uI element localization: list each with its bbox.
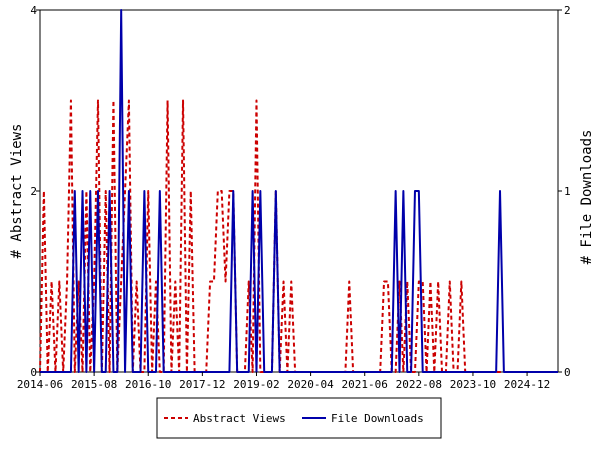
y-left-tick-label: 2 — [30, 185, 37, 198]
x-tick-label: 2019-02 — [233, 378, 279, 391]
legend-label-file-downloads: File Downloads — [331, 412, 424, 425]
y-right-tick-label: 0 — [564, 366, 571, 379]
x-tick-label: 2014-06 — [17, 378, 63, 391]
y-right-axis-label: # File Downloads — [579, 130, 595, 265]
y-right-tick-label: 2 — [564, 4, 571, 17]
x-tick-label: 2022-08 — [396, 378, 442, 391]
y-right-ticks: 0 1 2 — [558, 4, 571, 379]
x-tick-label: 2016-10 — [125, 378, 171, 391]
y-left-tick-label: 4 — [30, 4, 37, 17]
legend-box — [156, 397, 442, 439]
y-left-axis-label: # Abstract Views — [9, 124, 25, 259]
legend-label-abstract-views: Abstract Views — [193, 412, 286, 425]
series-line-file-downloads — [40, 9, 558, 373]
x-tick-label: 2024-12 — [504, 378, 550, 391]
series-layer — [39, 9, 558, 373]
y-left-ticks: 0 2 4 — [30, 4, 40, 379]
x-tick-label: 2017-12 — [179, 378, 225, 391]
x-tick-label: 2020-04 — [287, 378, 334, 391]
x-ticks: 2014-06 2015-08 2016-10 2017-12 2019-02 2020-… — [17, 372, 550, 391]
legend: Abstract Views File Downloads — [156, 397, 442, 439]
y-left-tick-label: 0 — [30, 366, 37, 379]
x-tick-label: 2015-08 — [71, 378, 117, 391]
y-right-tick-label: 1 — [564, 185, 571, 198]
x-tick-label: 2021-06 — [342, 378, 388, 391]
x-tick-label: 2023-10 — [450, 378, 496, 391]
